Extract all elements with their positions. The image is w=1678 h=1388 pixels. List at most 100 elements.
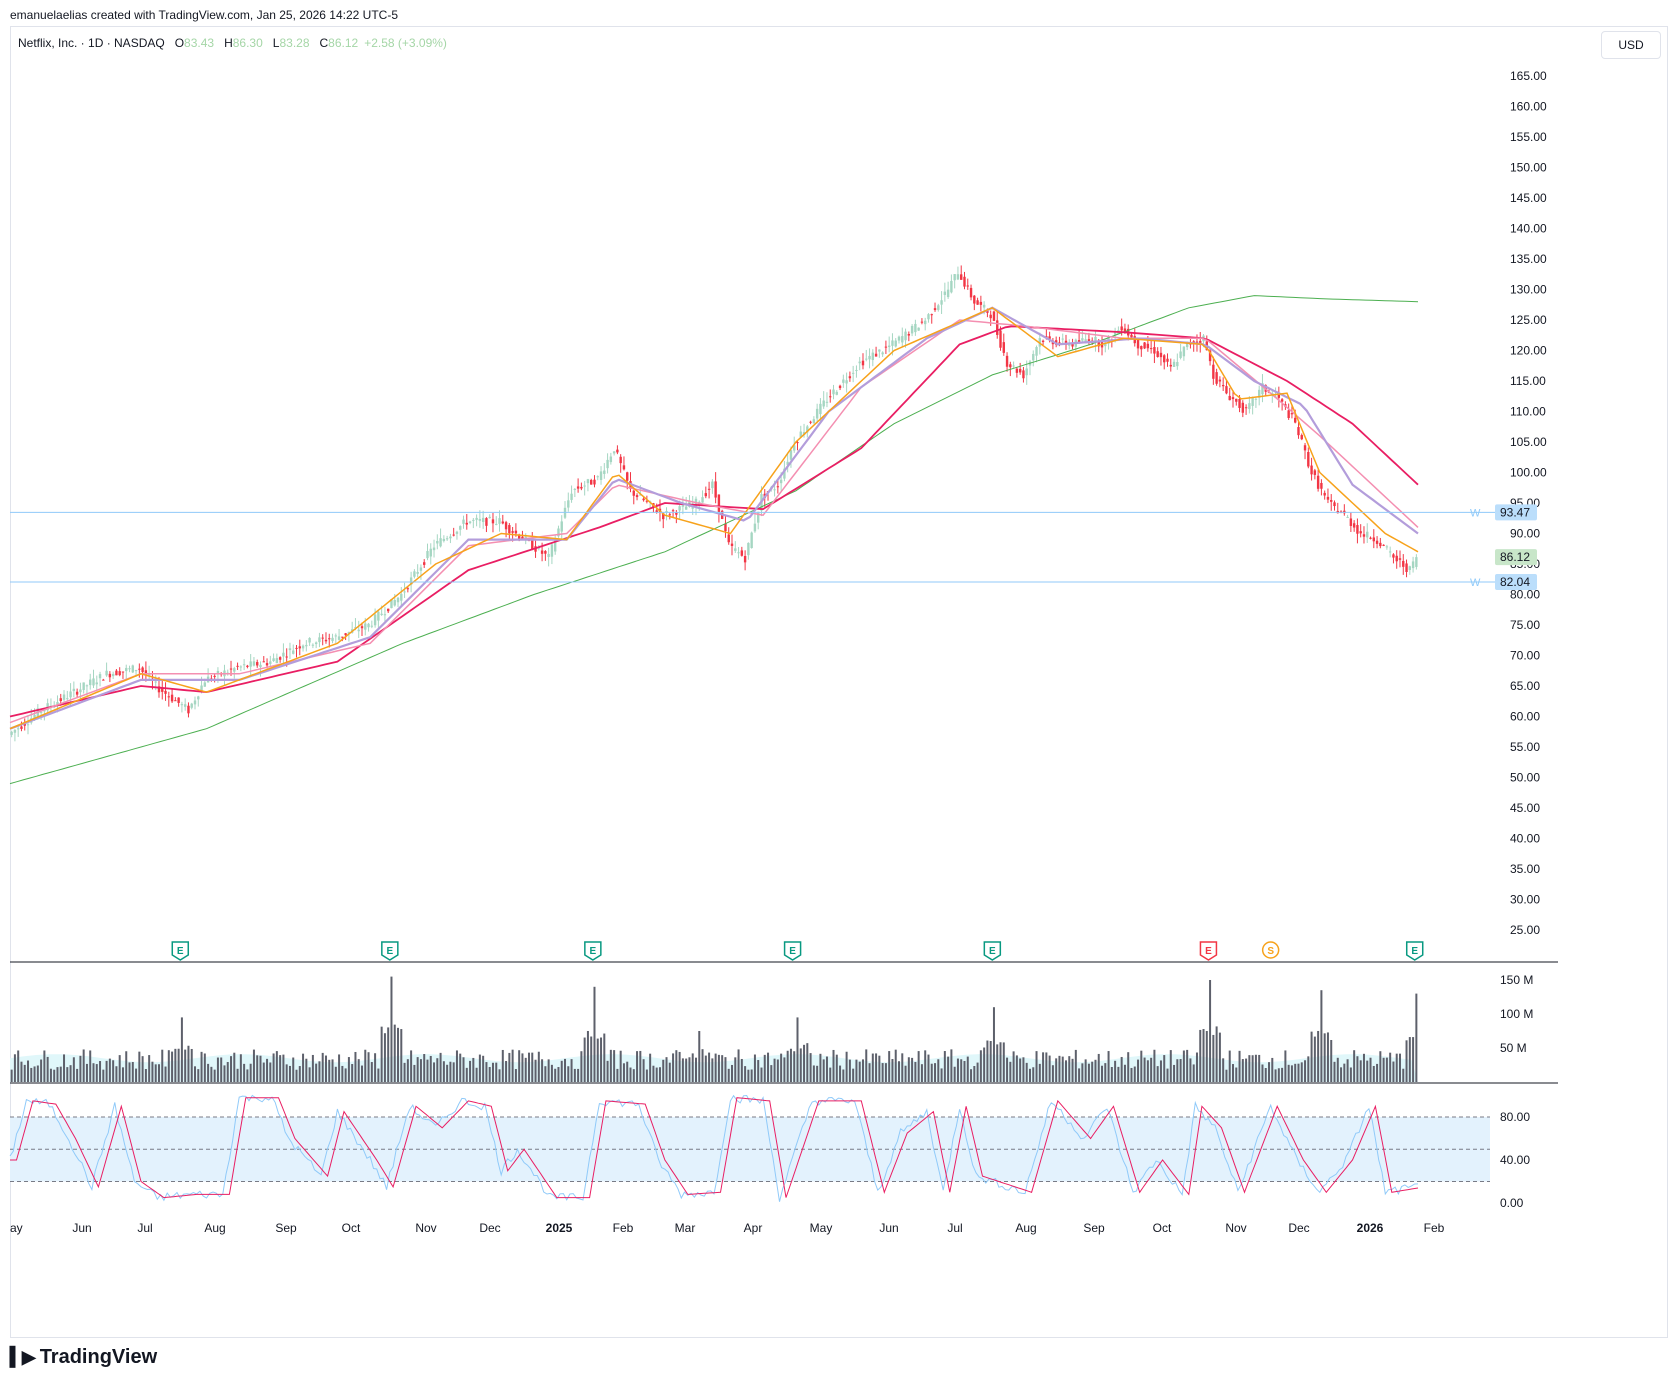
volume-bar — [416, 1057, 419, 1082]
candle-body — [930, 314, 933, 316]
volume-bar — [1241, 1059, 1244, 1082]
volume-bar — [1297, 1063, 1300, 1082]
volume-bar — [315, 1063, 318, 1082]
candle-body — [121, 671, 125, 673]
volume-bar — [1238, 1050, 1241, 1082]
volume-bar — [1277, 1068, 1280, 1082]
volume-bar — [482, 1055, 485, 1082]
volume-bar — [56, 1067, 59, 1082]
candle-body — [259, 664, 262, 668]
candle-body — [213, 675, 216, 677]
event-marker-label: E — [177, 946, 184, 957]
candle-body — [449, 536, 452, 539]
volume-bar — [1192, 1064, 1195, 1082]
candle — [1117, 326, 1120, 335]
candle — [1051, 337, 1055, 350]
candle — [1408, 565, 1412, 575]
volume-bar — [780, 1053, 783, 1082]
candle — [580, 482, 583, 491]
candle — [1012, 361, 1015, 368]
volume-bar — [397, 1027, 400, 1082]
candle — [1346, 514, 1349, 518]
tradingview-mark-icon: ▍▶ — [10, 1347, 36, 1367]
volume-bar — [216, 1057, 219, 1082]
candle-body — [1235, 398, 1238, 402]
candle-body — [269, 661, 272, 664]
candle — [1241, 400, 1245, 418]
candle — [1326, 488, 1330, 504]
candle — [799, 425, 802, 438]
volume-tick-label: 50 M — [1500, 1041, 1527, 1055]
candle-body — [901, 336, 904, 343]
candle-body — [960, 274, 963, 280]
volume-bar — [410, 1050, 413, 1082]
candle — [423, 559, 426, 568]
volume-bar — [475, 1067, 478, 1082]
volume-bar — [1127, 1052, 1130, 1082]
volume-bar — [701, 1049, 704, 1082]
volume-bar — [190, 1048, 193, 1082]
candle — [1212, 356, 1215, 385]
candle — [901, 327, 904, 347]
volume-bar — [452, 1062, 455, 1082]
stochastic-pane — [9, 1094, 1490, 1202]
candle-body — [1323, 492, 1326, 496]
candle-body — [1248, 403, 1251, 410]
volume-bar — [207, 1063, 210, 1082]
volume-bar — [76, 1068, 79, 1082]
candle — [1032, 350, 1035, 367]
volume-bar — [622, 1063, 625, 1082]
event-marker: E — [381, 941, 399, 961]
volume-bar — [1058, 1055, 1061, 1082]
volume-bar — [708, 1052, 711, 1082]
candle-body — [357, 629, 360, 632]
candle-body — [337, 636, 341, 640]
volume-bar — [1300, 1062, 1303, 1082]
candle-body — [815, 408, 819, 419]
candle-body — [1156, 351, 1159, 357]
candle — [750, 531, 753, 549]
candle-body — [373, 614, 377, 626]
candle — [1330, 494, 1333, 511]
candle — [108, 671, 112, 683]
volume-bar — [793, 1051, 796, 1082]
candle — [858, 356, 861, 371]
candle — [272, 653, 275, 662]
time-tick-label: Feb — [1424, 1221, 1445, 1235]
volume-bar — [888, 1051, 891, 1082]
candle-body — [1352, 523, 1356, 528]
candle — [485, 517, 488, 533]
event-marker-label: E — [1205, 946, 1212, 957]
candle — [1166, 353, 1169, 367]
volume-bar — [1078, 1068, 1081, 1082]
candle-body — [927, 314, 930, 320]
volume-bar — [1107, 1051, 1110, 1082]
candle — [321, 634, 324, 646]
currency-button[interactable]: USD — [1601, 31, 1661, 59]
stoch-tick-label: 0.00 — [1500, 1196, 1524, 1210]
candle-body — [491, 519, 495, 524]
candle-body — [550, 544, 554, 557]
volume-bar — [436, 1058, 439, 1082]
event-marker: S — [1261, 941, 1280, 959]
volume-bar — [521, 1053, 524, 1082]
low-value: 83.28 — [279, 36, 310, 50]
tradingview-logo[interactable]: ▍▶ TradingView — [10, 1346, 157, 1369]
volume-bar — [331, 1059, 334, 1082]
volume-bar — [626, 1061, 629, 1082]
volume-bar — [547, 1059, 550, 1082]
candle — [465, 513, 468, 530]
candle-body — [1379, 542, 1382, 547]
volume-bar — [10, 1069, 13, 1082]
time-tick-label: Oct — [1153, 1221, 1172, 1235]
volume-bar — [419, 1059, 422, 1082]
volume-bar — [1110, 1066, 1113, 1082]
candle — [213, 673, 216, 683]
volume-bar — [364, 1049, 367, 1082]
volume-bar — [1012, 1051, 1015, 1082]
volume-bar — [99, 1061, 102, 1082]
candle — [609, 452, 613, 465]
volume-bar — [63, 1054, 66, 1082]
candle — [953, 274, 956, 289]
